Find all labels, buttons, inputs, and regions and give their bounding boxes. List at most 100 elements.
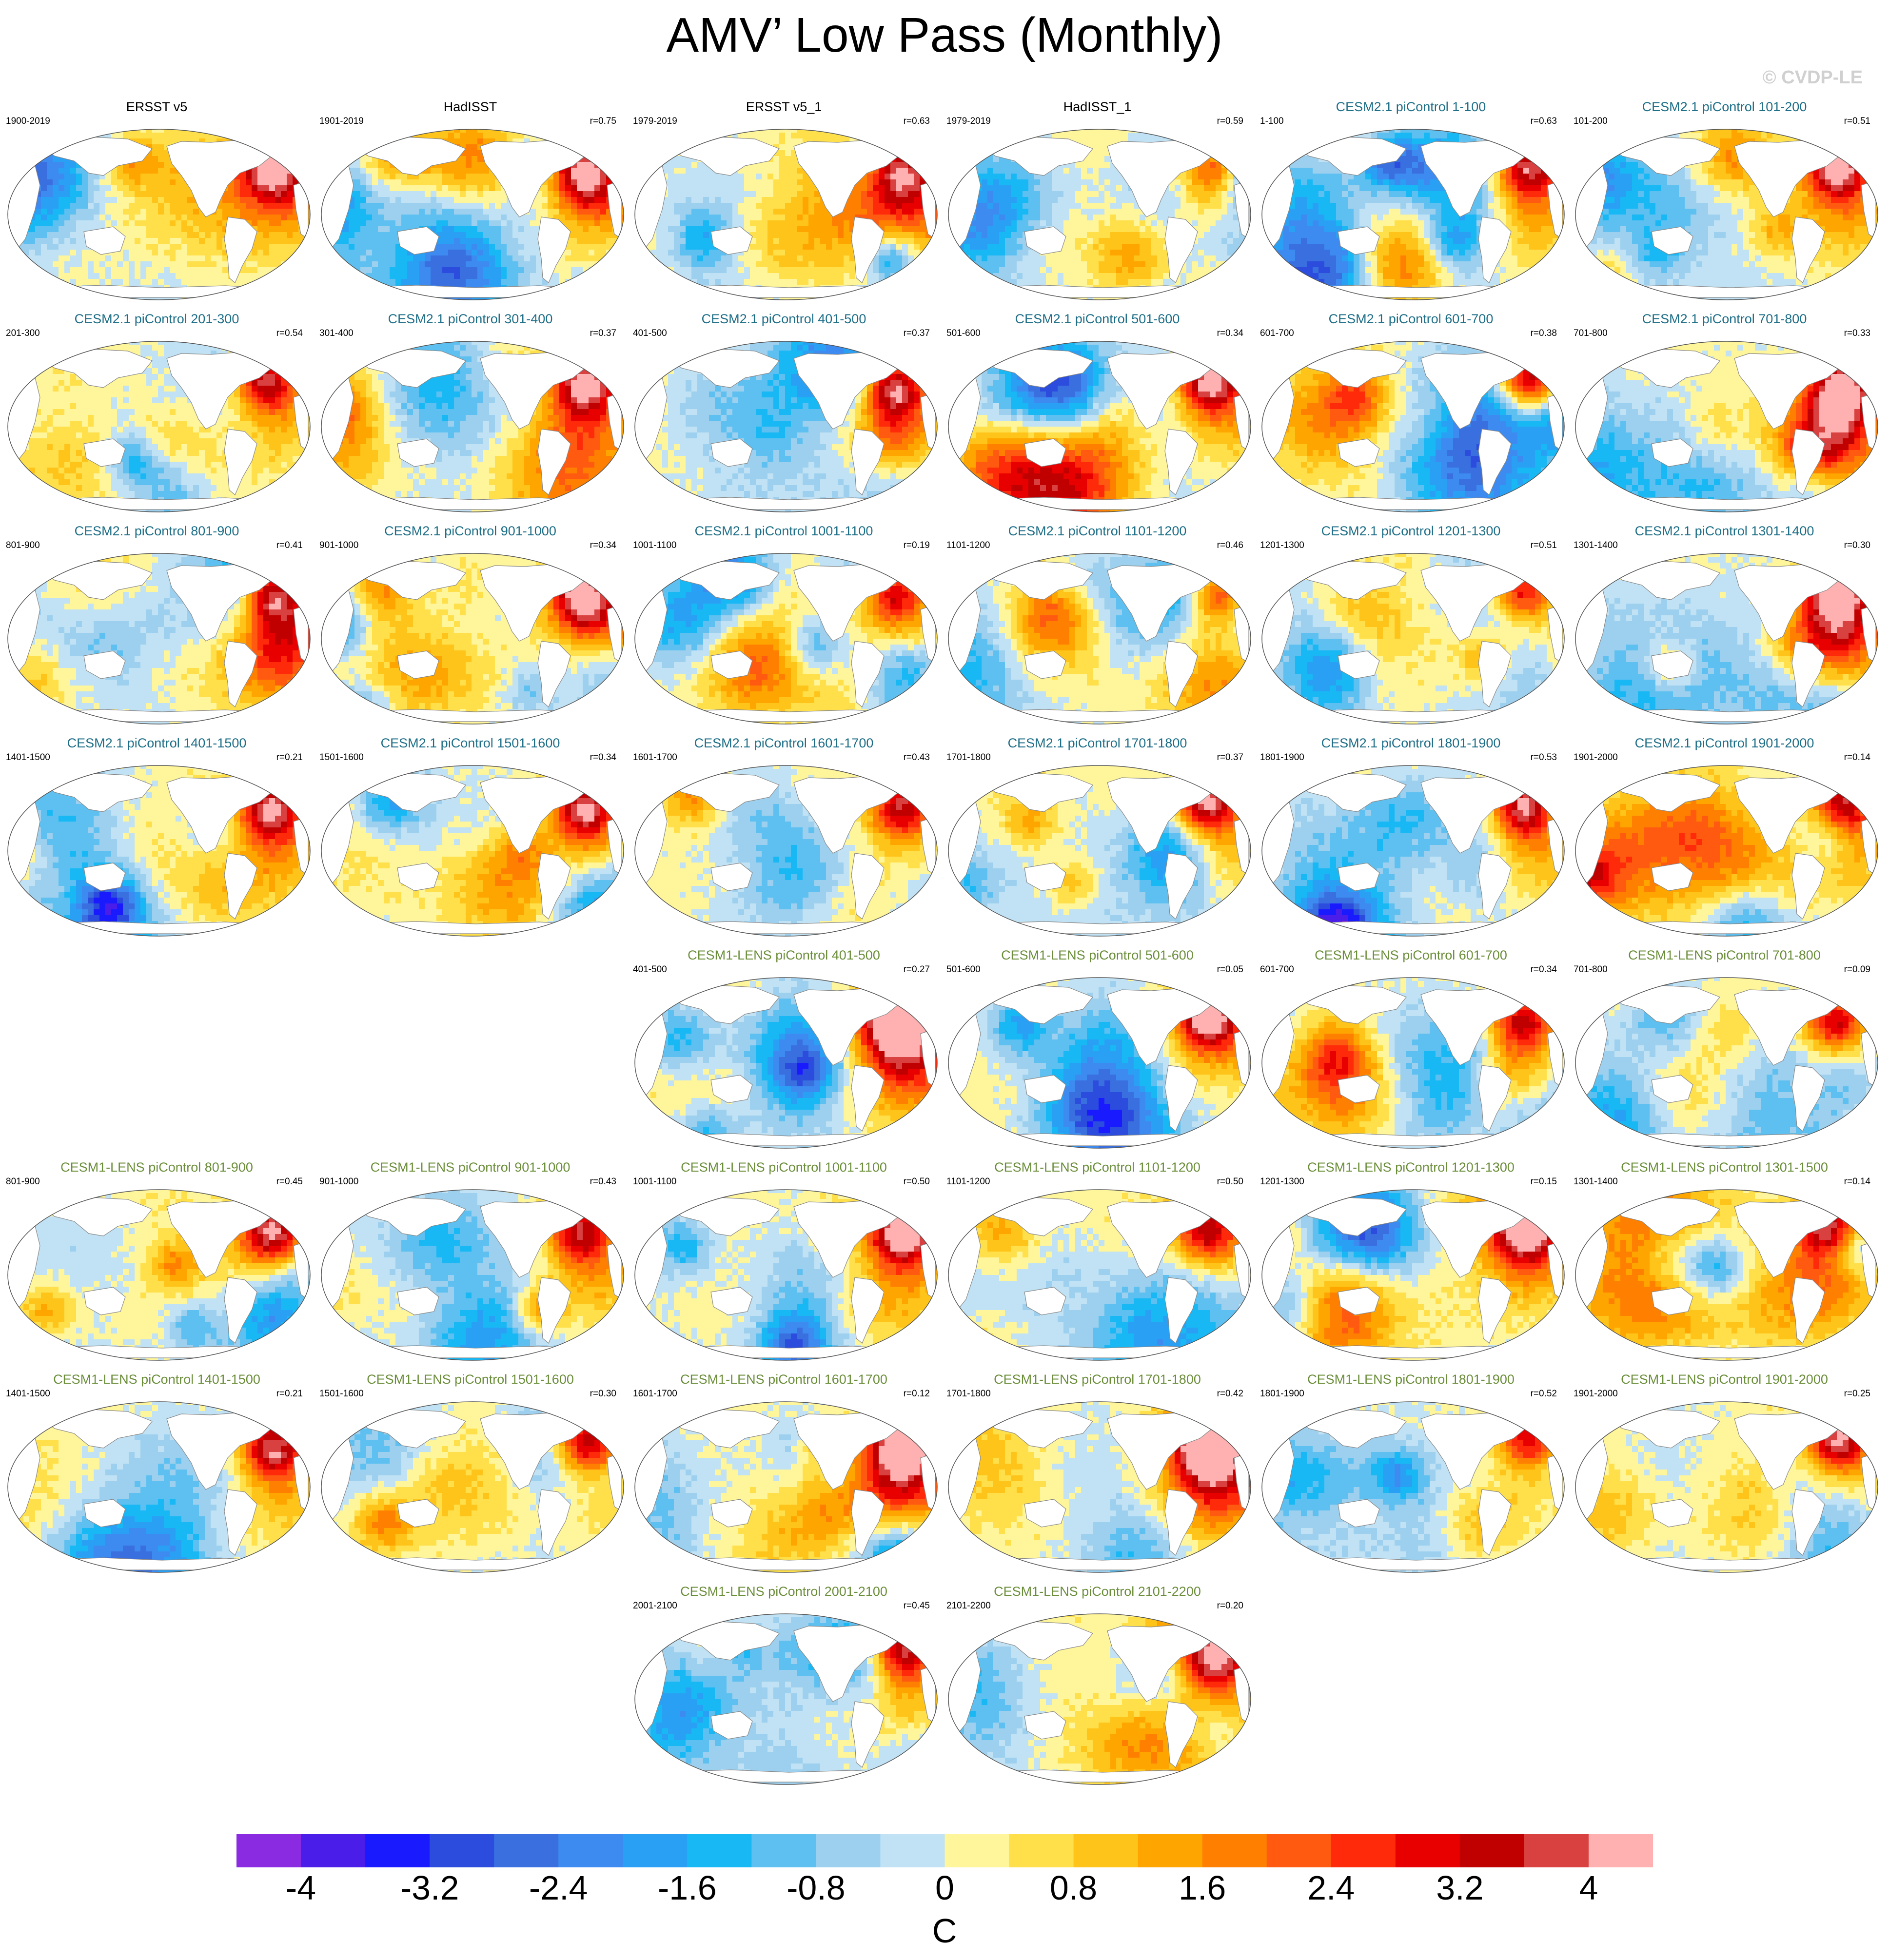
- panel-correlation: r=0.14: [1844, 752, 1870, 763]
- sst-anomaly-map: [946, 1611, 1253, 1787]
- panel-years: 401-500: [633, 964, 667, 975]
- panel-title: CESM2.1 piControl 701-800: [1568, 311, 1881, 327]
- panel-title: CESM2.1 piControl 1701-1800: [941, 735, 1254, 751]
- panel-years: 1201-1300: [1260, 1176, 1304, 1187]
- panel-correlation: r=0.34: [590, 752, 616, 763]
- colorbar-swatch: [558, 1834, 623, 1867]
- colorbar-swatch: [1202, 1834, 1267, 1867]
- panel-years: 1001-1100: [633, 1176, 676, 1187]
- sst-anomaly-map: [1574, 1399, 1880, 1575]
- panel-years: 1601-1700: [633, 1389, 677, 1399]
- panel-years: 2001-2100: [633, 1601, 677, 1611]
- map-panel: CESM2.1 piControl 1301-1400 1301-1400 r=0.…: [1568, 523, 1881, 727]
- map-panel: CESM1-LENS piControl 1001-1100 1001-1100 r…: [627, 1159, 941, 1364]
- panel-title: CESM1-LENS piControl 401-500: [627, 947, 941, 963]
- panel-title: CESM2.1 piControl 1301-1400: [1568, 523, 1881, 539]
- panel-years: 701-800: [1574, 328, 1608, 339]
- sst-anomaly-map: [633, 551, 939, 726]
- panel-correlation: r=0.75: [590, 116, 616, 127]
- figure-title: AMV’ Low Pass (Monthly): [0, 6, 1889, 64]
- panel-years: 1-100: [1260, 116, 1284, 127]
- sst-anomaly-map: [319, 551, 626, 726]
- map-panel: CESM2.1 piControl 1901-2000 1901-2000 r=0.…: [1568, 735, 1881, 940]
- colorbar-tick-label: 4: [1579, 1868, 1598, 1907]
- panel-title: CESM1-LENS piControl 1201-1300: [1254, 1159, 1568, 1176]
- sst-anomaly-map: [319, 763, 626, 939]
- sst-anomaly-map: [319, 127, 626, 302]
- panel-title: CESM1-LENS piControl 2101-2200: [941, 1583, 1254, 1600]
- map-panel: CESM1-LENS piControl 801-900 801-900 r=0.4…: [0, 1159, 314, 1364]
- sst-anomaly-map: [1574, 551, 1880, 726]
- colorbar-swatch: [1331, 1834, 1396, 1867]
- colorbar-swatch: [494, 1834, 559, 1867]
- panel-correlation: r=0.33: [1844, 328, 1870, 339]
- colorbar-unit: C: [932, 1911, 957, 1950]
- map-panel: ERSST v5_1 1979-2019 r=0.63: [627, 98, 941, 303]
- map-panel: CESM1-LENS piControl 1701-1800 1701-1800 r…: [941, 1371, 1254, 1576]
- panel-correlation: r=0.20: [1217, 1601, 1243, 1611]
- panel-years: 1601-1700: [633, 752, 677, 763]
- colorbar-swatch: [1009, 1834, 1074, 1867]
- panel-correlation: r=0.53: [1531, 752, 1557, 763]
- colorbar-tick-label: 3.2: [1436, 1868, 1483, 1907]
- sst-anomaly-map: [633, 975, 939, 1151]
- panel-title: CESM2.1 piControl 1601-1700: [627, 735, 941, 751]
- map-panel: CESM2.1 piControl 301-400 301-400 r=0.37: [314, 311, 627, 515]
- panel-correlation: r=0.54: [276, 328, 303, 339]
- panel-years: 901-1000: [319, 1176, 358, 1187]
- colorbar-tick-label: 0: [935, 1868, 954, 1907]
- panel-years: 401-500: [633, 328, 667, 339]
- panel-correlation: r=0.46: [1217, 540, 1243, 551]
- panel-years: 1101-1200: [946, 540, 990, 551]
- panel-years: 1501-1600: [319, 752, 364, 763]
- panel-correlation: r=0.63: [1531, 116, 1557, 127]
- panel-title: CESM2.1 piControl 601-700: [1254, 311, 1568, 327]
- panel-years: 1001-1100: [633, 540, 676, 551]
- map-panel: CESM1-LENS piControl 2101-2200 2101-2200 r…: [941, 1583, 1254, 1788]
- panel-correlation: r=0.30: [1844, 540, 1870, 551]
- map-panel: CESM1-LENS piControl 401-500 401-500 r=0.2…: [627, 947, 941, 1152]
- map-panel: CESM2.1 piControl 201-300 201-300 r=0.54: [0, 311, 314, 515]
- panel-correlation: r=0.37: [904, 328, 930, 339]
- sst-anomaly-map: [946, 1399, 1253, 1575]
- map-panel: CESM2.1 piControl 601-700 601-700 r=0.38: [1254, 311, 1568, 515]
- map-panel: CESM2.1 piControl 101-200 101-200 r=0.51: [1568, 98, 1881, 303]
- panel-title: CESM1-LENS piControl 2001-2100: [627, 1583, 941, 1600]
- map-panel: CESM1-LENS piControl 2001-2100 2001-2100 r…: [627, 1583, 941, 1788]
- map-panel: CESM1-LENS piControl 601-700 601-700 r=0.3…: [1254, 947, 1568, 1152]
- colorbar-tick-label: -3.2: [400, 1868, 459, 1907]
- sst-anomaly-map: [946, 551, 1253, 726]
- panel-correlation: r=0.50: [904, 1176, 930, 1187]
- colorbar-swatch: [1524, 1834, 1589, 1867]
- panel-title: CESM2.1 piControl 101-200: [1568, 98, 1881, 115]
- panel-correlation: r=0.42: [1217, 1389, 1243, 1399]
- panel-years: 101-200: [1574, 116, 1608, 127]
- map-panel: HadISST_1 1979-2019 r=0.59: [941, 98, 1254, 303]
- map-panel: CESM2.1 piControl 801-900 801-900 r=0.41: [0, 523, 314, 727]
- colorbar-swatch: [945, 1834, 1010, 1867]
- panel-correlation: r=0.19: [904, 540, 930, 551]
- colorbar: [236, 1834, 1653, 1867]
- colorbar-tick-label: -4: [286, 1868, 316, 1907]
- map-panel: CESM2.1 piControl 1001-1100 1001-1100 r=0.…: [627, 523, 941, 727]
- panel-title: CESM1-LENS piControl 1901-2000: [1568, 1371, 1881, 1388]
- colorbar-swatch: [1138, 1834, 1203, 1867]
- panel-title: CESM1-LENS piControl 1501-1600: [314, 1371, 627, 1388]
- map-panel: CESM1-LENS piControl 701-800 701-800 r=0.0…: [1568, 947, 1881, 1152]
- colorbar-swatch: [1074, 1834, 1139, 1867]
- panel-correlation: r=0.43: [590, 1176, 616, 1187]
- panel-title: CESM2.1 piControl 401-500: [627, 311, 941, 327]
- map-panel: CESM2.1 piControl 1201-1300 1201-1300 r=0.…: [1254, 523, 1568, 727]
- panel-years: 1101-1200: [946, 1176, 990, 1187]
- map-panel: CESM1-LENS piControl 1801-1900 1801-1900 r…: [1254, 1371, 1568, 1576]
- sst-anomaly-map: [946, 1187, 1253, 1363]
- sst-anomaly-map: [1574, 1187, 1880, 1363]
- sst-anomaly-map: [6, 551, 312, 726]
- sst-anomaly-map: [6, 1187, 312, 1363]
- panel-years: 701-800: [1574, 964, 1608, 975]
- panel-title: CESM2.1 piControl 1401-1500: [0, 735, 314, 751]
- map-panel: CESM1-LENS piControl 501-600 501-600 r=0.0…: [941, 947, 1254, 1152]
- colorbar-tick-label: 1.6: [1179, 1868, 1226, 1907]
- sst-anomaly-map: [1260, 1399, 1566, 1575]
- map-panel: CESM1-LENS piControl 1201-1300 1201-1300 r…: [1254, 1159, 1568, 1364]
